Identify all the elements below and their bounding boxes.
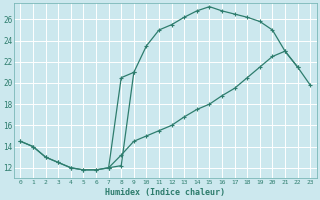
X-axis label: Humidex (Indice chaleur): Humidex (Indice chaleur) [105,188,225,197]
